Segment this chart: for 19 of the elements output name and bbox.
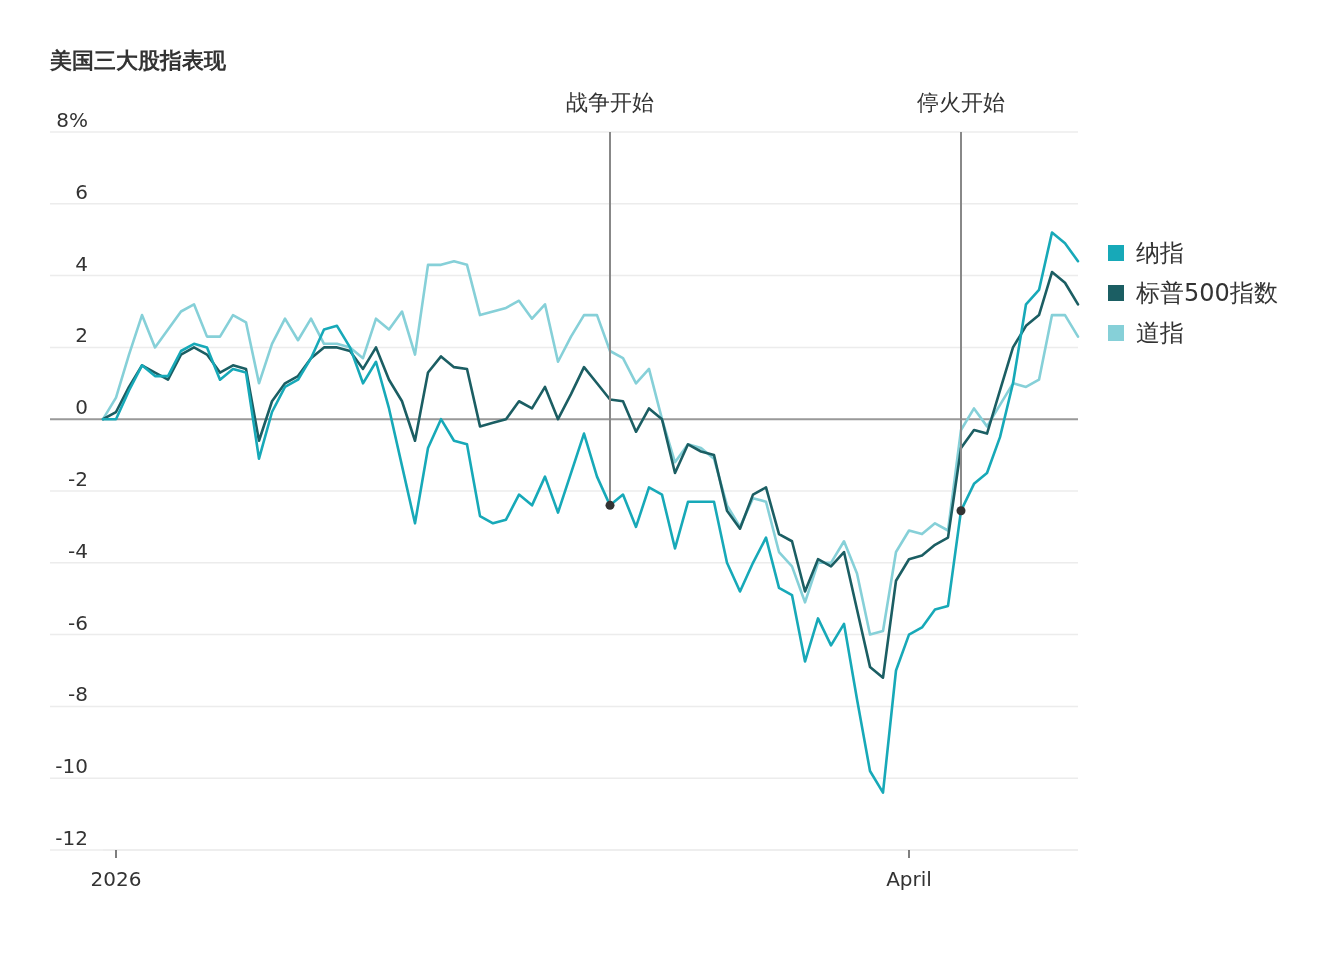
legend-label: 纳指 [1136, 239, 1184, 267]
x-tick-label: April [886, 867, 932, 891]
y-tick-label: -4 [68, 538, 88, 563]
y-tick-label: -12 [55, 826, 88, 850]
y-tick-label: -10 [55, 754, 88, 779]
y-tick-label: 0 [75, 395, 88, 420]
y-tick-label: -8 [68, 682, 88, 707]
y-tick-label: 6 [75, 179, 88, 204]
legend-label: 道指 [1136, 319, 1184, 347]
legend-label: 标普500指数 [1135, 279, 1278, 307]
y-tick-label: 2 [75, 323, 88, 348]
y-tick-label: -2 [68, 467, 88, 491]
annotation: 战争开始 [566, 90, 654, 115]
y-tick-label: 4 [75, 251, 88, 276]
y-tick-label: -6 [68, 610, 88, 635]
chart-title: 美国三大股指表现 [49, 48, 227, 73]
y-tick-label: 8% [56, 108, 88, 132]
x-tick-label: 2026 [90, 867, 142, 891]
annotation: 停火开始 [917, 90, 1005, 115]
